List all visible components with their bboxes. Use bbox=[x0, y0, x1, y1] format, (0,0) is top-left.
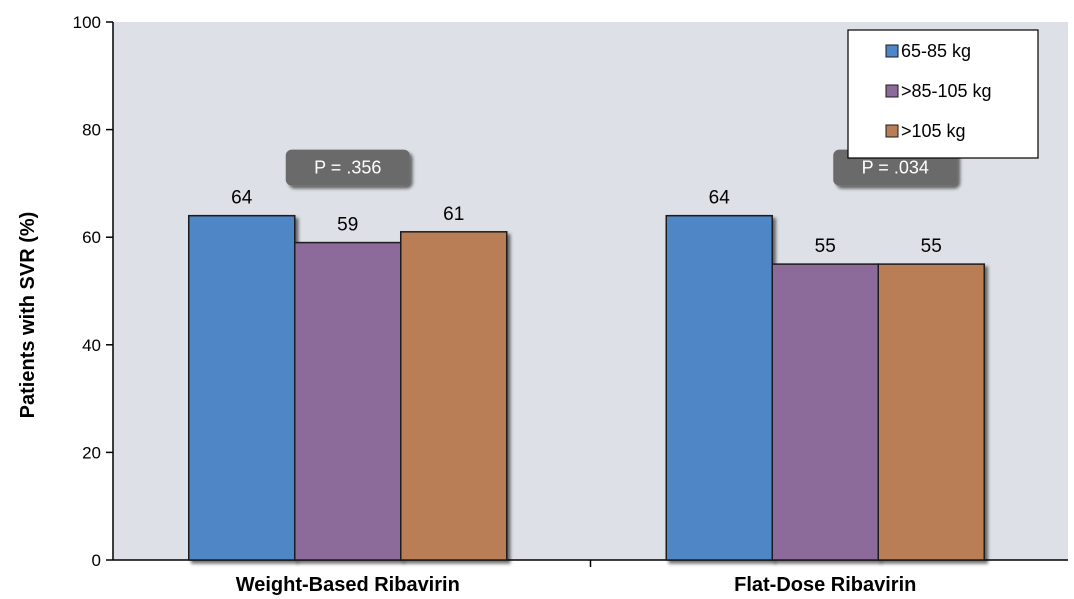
legend-label: >105 kg bbox=[901, 121, 966, 141]
bar bbox=[294, 241, 402, 561]
p-value-box bbox=[285, 149, 410, 186]
bar bbox=[188, 214, 296, 561]
y-tick-label: 60 bbox=[82, 228, 101, 247]
data-label: 64 bbox=[231, 188, 253, 209]
legend-swatch bbox=[885, 84, 899, 98]
data-label: 55 bbox=[921, 236, 942, 257]
x-tick-label: Weight-Based Ribavirin bbox=[236, 574, 460, 596]
y-tick-label: 40 bbox=[82, 336, 101, 355]
legend-swatch bbox=[885, 124, 899, 138]
legend-label: >85-105 kg bbox=[901, 81, 992, 101]
data-label: 59 bbox=[337, 215, 358, 236]
legend-box bbox=[847, 29, 1039, 159]
p-value-text: P = .356 bbox=[314, 158, 381, 178]
p-value-annotation: P = .034 bbox=[833, 149, 958, 186]
legend-label: 65-85 kg bbox=[901, 41, 971, 61]
bar bbox=[771, 263, 879, 561]
y-tick-label: 100 bbox=[73, 13, 101, 32]
y-axis-title: Patients with SVR (%) bbox=[17, 212, 39, 419]
legend-swatch bbox=[885, 44, 899, 58]
data-label: 64 bbox=[709, 188, 731, 209]
p-value-box bbox=[833, 149, 958, 186]
y-tick-label: 0 bbox=[92, 551, 101, 570]
p-value-text: P = .034 bbox=[862, 158, 929, 178]
y-tick-label: 80 bbox=[82, 121, 101, 140]
data-label: 61 bbox=[443, 204, 464, 225]
bar bbox=[665, 214, 773, 561]
bar bbox=[400, 231, 508, 561]
x-tick-label: Flat-Dose Ribavirin bbox=[734, 574, 916, 596]
data-label: 55 bbox=[815, 236, 836, 257]
y-tick-label: 20 bbox=[82, 443, 101, 462]
p-value-annotation: P = .356 bbox=[285, 149, 410, 186]
bar bbox=[877, 263, 985, 561]
